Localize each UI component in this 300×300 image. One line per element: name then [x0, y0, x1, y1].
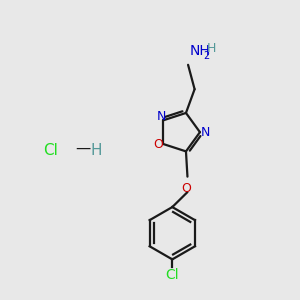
Text: 2: 2 — [203, 51, 210, 61]
Text: N: N — [157, 110, 167, 123]
Text: N: N — [201, 126, 210, 139]
Text: O: O — [182, 182, 191, 195]
Text: H: H — [206, 42, 216, 55]
Text: Cl: Cl — [166, 268, 179, 282]
Text: —: — — [76, 141, 91, 156]
Text: O: O — [153, 137, 163, 151]
Text: NH: NH — [190, 44, 210, 58]
Text: H: H — [91, 142, 102, 158]
Text: Cl: Cl — [43, 142, 58, 158]
